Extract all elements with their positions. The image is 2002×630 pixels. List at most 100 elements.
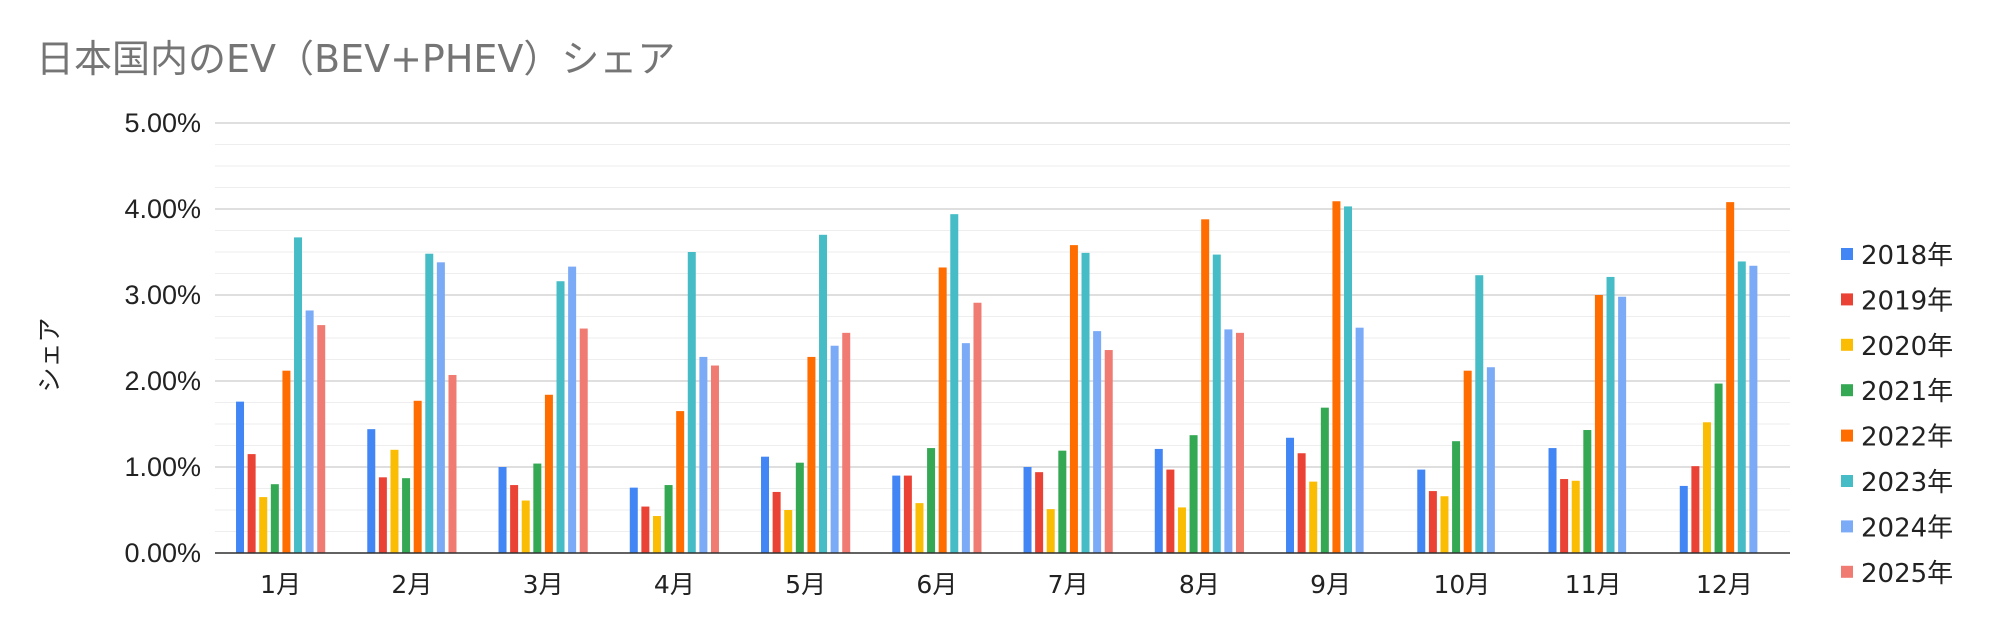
- bar: [378, 477, 387, 553]
- bar: [1104, 350, 1113, 553]
- bar: [498, 467, 507, 553]
- bar: [1235, 332, 1244, 553]
- bar: [641, 506, 650, 553]
- bar: [282, 370, 291, 553]
- bar: [436, 262, 445, 553]
- bar: [1286, 437, 1295, 553]
- bar: [761, 456, 770, 553]
- bar: [402, 478, 411, 553]
- x-tick-label: 11月: [1565, 570, 1622, 599]
- bar: [1714, 383, 1723, 553]
- bar: [795, 462, 804, 553]
- bar: [915, 503, 924, 553]
- chart-title: 日本国内のEV（BEV+PHEV）シェア: [36, 37, 676, 81]
- bar: [305, 310, 314, 553]
- bar: [938, 267, 947, 553]
- bar: [1691, 466, 1700, 553]
- bar: [1475, 275, 1484, 553]
- legend-label: 2021年: [1861, 377, 1953, 407]
- legend-swatch: [1841, 248, 1853, 260]
- x-tick-label: 2月: [391, 570, 432, 599]
- bar: [927, 448, 936, 553]
- bar: [1224, 329, 1233, 553]
- y-axis-label: シェア: [35, 317, 64, 392]
- bar: [1069, 245, 1078, 553]
- bar: [1749, 265, 1758, 553]
- bar: [699, 356, 708, 553]
- bar: [1548, 448, 1557, 553]
- bar: [784, 510, 793, 553]
- bar: [1452, 441, 1461, 553]
- bar: [1166, 469, 1175, 553]
- bar: [236, 401, 245, 553]
- legend-swatch: [1841, 429, 1853, 442]
- x-tick-label: 8月: [1179, 570, 1220, 599]
- bar: [270, 484, 279, 553]
- bar: [579, 328, 588, 553]
- bar: [1201, 219, 1210, 553]
- legend: 2018年 2019年 2020年 2021年 2022年 2023年 2024年 2025年: [1841, 241, 1953, 589]
- bar: [1058, 450, 1067, 553]
- y-tick-label: 5.00%: [124, 108, 201, 138]
- bar: [1417, 469, 1426, 553]
- bar: [1594, 295, 1603, 553]
- x-tick-label: 7月: [1048, 570, 1089, 599]
- bar: [664, 485, 673, 553]
- bar: [1177, 507, 1186, 553]
- bar: [652, 516, 661, 553]
- bar: [1737, 261, 1746, 553]
- bar: [629, 487, 638, 553]
- x-tick-label: 6月: [916, 570, 957, 599]
- bar: [413, 400, 422, 553]
- bar: [448, 374, 457, 553]
- x-tick-label: 10月: [1433, 570, 1490, 599]
- x-tick-label: 4月: [654, 570, 695, 599]
- legend-label: 2022年: [1861, 423, 1953, 453]
- legend-label: 2023年: [1861, 468, 1953, 498]
- bar: [533, 463, 542, 553]
- x-tick-label: 5月: [785, 570, 826, 599]
- bar: [1440, 496, 1449, 553]
- bar: [819, 234, 828, 554]
- bar: [1428, 491, 1437, 553]
- bar: [1560, 479, 1569, 553]
- bar: [544, 394, 553, 553]
- x-tick-label: 3月: [523, 570, 564, 599]
- axes: 0.00% 1.00% 2.00% 3.00% 4.00% 5.00% 1月 2月 3月 4月 5月…: [124, 108, 1790, 599]
- y-tick-label: 1.00%: [124, 452, 201, 482]
- bar: [1355, 327, 1364, 553]
- bar: [1583, 430, 1592, 553]
- bar: [1035, 472, 1044, 553]
- legend-label: 2020年: [1861, 332, 1953, 362]
- bar: [1463, 370, 1472, 553]
- legend-swatch: [1841, 565, 1853, 578]
- legend-swatch: [1841, 520, 1853, 533]
- bar: [556, 281, 565, 553]
- bar: [1297, 453, 1306, 553]
- bars: [236, 201, 1758, 554]
- bar: [676, 411, 685, 553]
- bar: [294, 237, 303, 553]
- bar: [1320, 407, 1329, 553]
- bar: [1571, 480, 1580, 553]
- bar: [1726, 202, 1735, 553]
- bar: [842, 332, 851, 553]
- bar: [1618, 296, 1627, 553]
- bar: [390, 449, 399, 553]
- bar: [1679, 485, 1688, 553]
- bar: [1606, 276, 1615, 553]
- bar: [710, 365, 719, 553]
- legend-swatch: [1841, 475, 1853, 487]
- bar: [317, 325, 326, 553]
- x-tick-label: 9月: [1310, 570, 1351, 599]
- legend-swatch: [1841, 338, 1853, 351]
- legend-label: 2018年: [1861, 241, 1953, 271]
- y-tick-label: 4.00%: [124, 194, 201, 224]
- bar: [1189, 435, 1198, 553]
- y-tick-label: 0.00%: [124, 538, 201, 568]
- bar: [807, 356, 816, 553]
- bar: [1212, 254, 1221, 553]
- bar: [772, 491, 781, 553]
- x-tick-label: 12月: [1696, 570, 1753, 599]
